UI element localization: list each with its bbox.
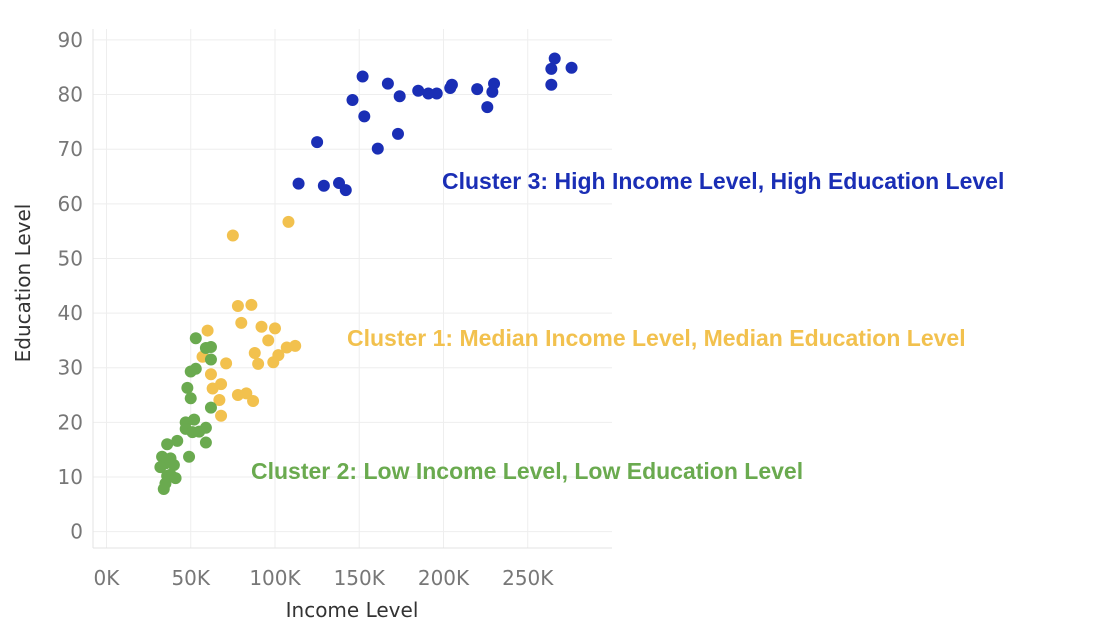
data-point xyxy=(565,61,578,74)
data-point xyxy=(346,94,359,107)
x-tick-label: 0K xyxy=(94,566,121,590)
data-point xyxy=(292,177,305,190)
data-point xyxy=(381,77,394,90)
data-point xyxy=(213,393,226,406)
data-point xyxy=(235,316,248,329)
data-point xyxy=(154,461,167,474)
data-point xyxy=(252,357,265,370)
data-point xyxy=(430,87,443,100)
data-point xyxy=(545,62,558,75)
data-point xyxy=(201,324,214,337)
data-point xyxy=(183,450,196,463)
y-tick-label: 90 xyxy=(58,28,83,52)
x-axis-title: Income Level xyxy=(286,598,419,622)
data-point xyxy=(157,482,170,495)
cluster-2-label: Cluster 2: Low Income Level, Low Educati… xyxy=(251,458,803,484)
axes xyxy=(92,29,612,549)
data-point xyxy=(184,392,197,405)
data-point xyxy=(199,421,212,434)
data-point xyxy=(206,382,219,395)
data-point xyxy=(488,77,501,90)
data-point xyxy=(356,70,369,83)
cluster-3-label: Cluster 3: High Income Level, High Educa… xyxy=(442,168,1004,194)
data-point xyxy=(220,357,233,370)
data-point xyxy=(262,334,275,347)
data-point xyxy=(545,78,558,91)
y-tick-label: 0 xyxy=(70,520,83,544)
y-tick-label: 80 xyxy=(58,83,83,107)
data-point xyxy=(548,52,561,65)
y-tick-label: 30 xyxy=(58,356,83,380)
data-point xyxy=(204,340,217,353)
data-point xyxy=(188,413,201,426)
data-point xyxy=(339,184,352,197)
data-point xyxy=(481,101,494,114)
y-axis-title: Education Level xyxy=(11,204,35,363)
data-point xyxy=(204,401,217,414)
y-tick-label: 50 xyxy=(58,246,83,270)
data-points xyxy=(154,52,578,495)
cluster-1-label: Cluster 1: Median Income Level, Median E… xyxy=(347,325,966,351)
y-tick-label: 20 xyxy=(58,410,83,434)
x-tick-label: 100K xyxy=(249,566,301,590)
x-tick-label: 200K xyxy=(418,566,470,590)
data-point xyxy=(358,110,371,123)
y-tick-label: 60 xyxy=(58,192,83,216)
data-point xyxy=(199,436,212,449)
tick-labels: 0 10 20 30 40 50 60 70 80 90 0K 50K 100K 150K 200K 250K xyxy=(58,28,555,590)
data-point xyxy=(393,90,406,103)
data-point xyxy=(171,434,184,447)
data-point xyxy=(267,356,280,369)
x-tick-label: 150K xyxy=(334,566,386,590)
data-point xyxy=(169,472,182,485)
data-point xyxy=(231,299,244,312)
data-point xyxy=(391,127,404,140)
data-point xyxy=(189,332,202,345)
data-point xyxy=(245,298,258,311)
data-point xyxy=(204,368,217,381)
data-point xyxy=(204,353,217,366)
data-point xyxy=(412,84,425,97)
data-point xyxy=(248,346,261,359)
data-point xyxy=(471,83,484,96)
x-tick-label: 50K xyxy=(171,566,210,590)
data-point xyxy=(317,179,330,192)
data-point xyxy=(247,395,260,408)
data-point xyxy=(371,142,384,155)
data-point xyxy=(226,229,239,242)
data-point xyxy=(311,136,324,149)
data-point xyxy=(289,339,302,352)
data-point xyxy=(282,215,295,228)
y-tick-label: 70 xyxy=(58,137,83,161)
gridlines xyxy=(93,29,612,548)
data-point xyxy=(215,409,228,422)
x-tick-label: 250K xyxy=(502,566,554,590)
data-point xyxy=(167,458,180,471)
y-tick-label: 40 xyxy=(58,301,83,325)
data-point xyxy=(181,381,194,394)
data-point xyxy=(184,365,197,378)
data-point xyxy=(445,78,458,91)
data-point xyxy=(268,322,281,335)
y-tick-label: 10 xyxy=(58,465,83,489)
data-point xyxy=(422,87,435,100)
data-point xyxy=(255,320,268,333)
data-point xyxy=(161,438,174,451)
